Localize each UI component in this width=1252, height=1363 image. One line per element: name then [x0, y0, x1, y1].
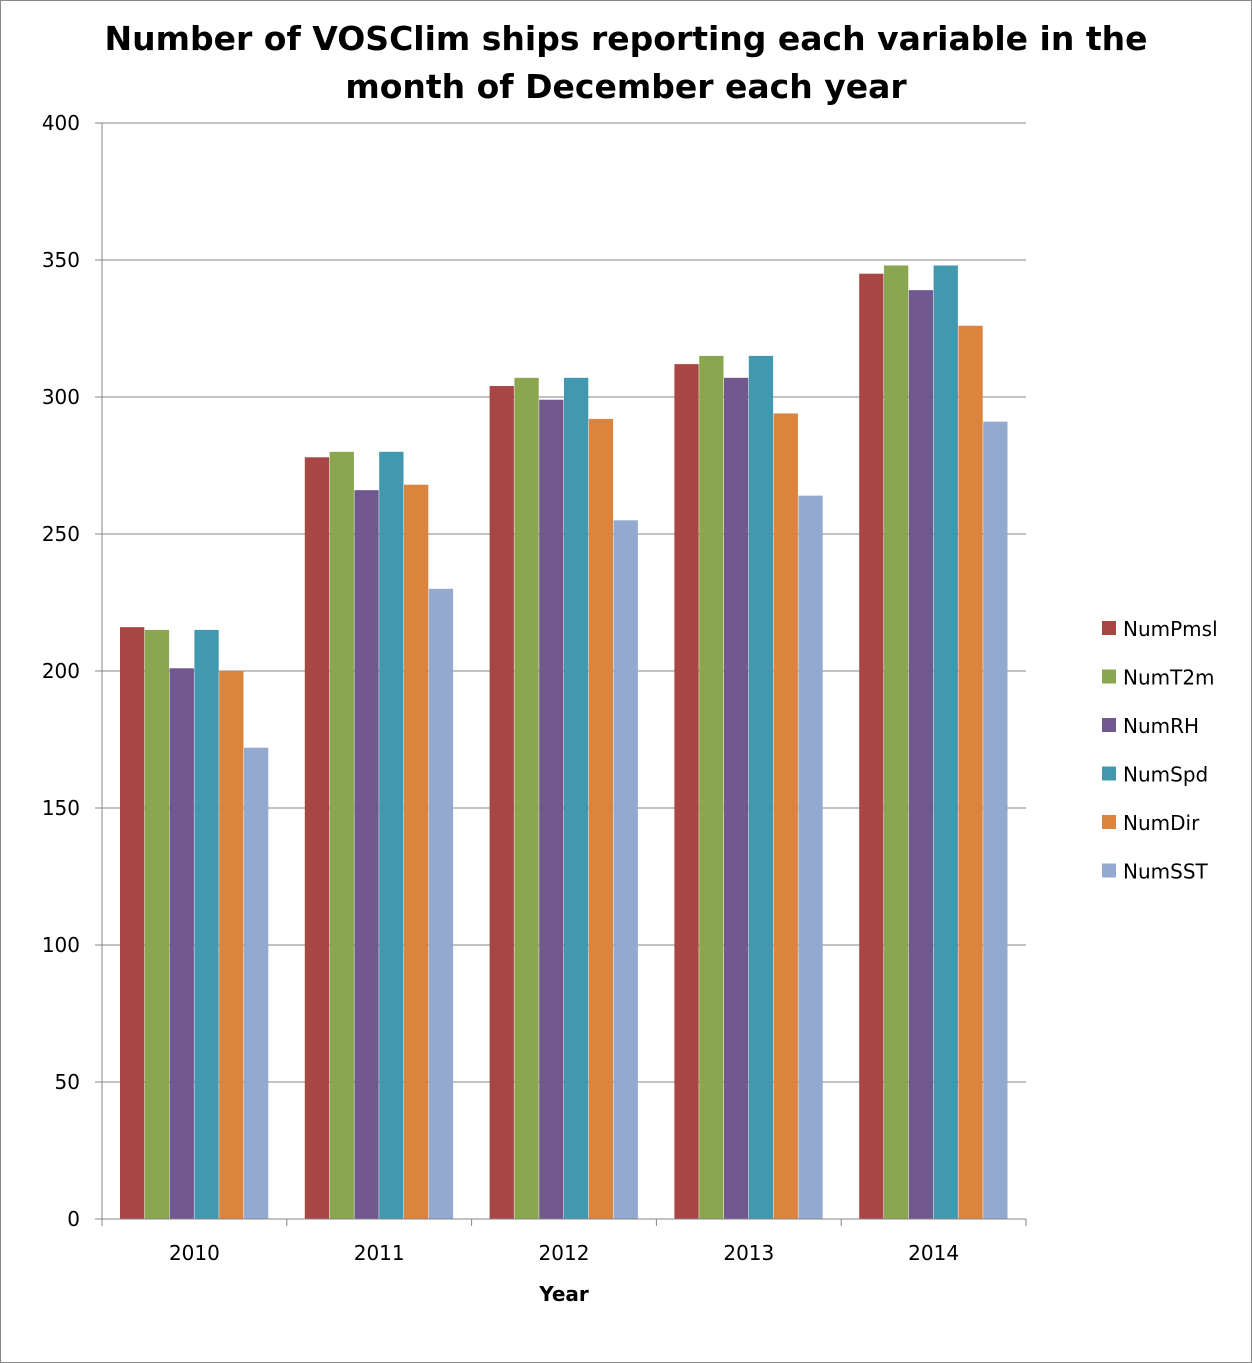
bar-NumT2m-2011: [329, 451, 354, 1219]
x-tick-label-2011: 2011: [354, 1241, 405, 1265]
bar-NumSpd-2012: [564, 377, 589, 1219]
legend-label-NumSST: NumSST: [1123, 860, 1209, 884]
y-tick-label-350: 350: [42, 248, 80, 272]
legend-label-NumPmsl: NumPmsl: [1123, 617, 1218, 641]
bar-NumPmsl-2011: [304, 457, 330, 1219]
bar-NumSpd-2013: [748, 355, 774, 1219]
bar-NumRH-2012: [539, 399, 564, 1219]
bar-NumDir-2012: [588, 418, 614, 1219]
y-tick-label-400: 400: [42, 111, 80, 135]
bar-NumSST-2013: [798, 495, 823, 1219]
bar-NumSST-2012: [613, 520, 638, 1219]
y-tick-label-200: 200: [42, 659, 80, 683]
legend-swatch-NumRH: [1102, 718, 1116, 732]
bar-NumRH-2014: [908, 290, 934, 1219]
bar-NumSpd-2011: [379, 451, 404, 1219]
bar-NumSST-2010: [244, 747, 269, 1219]
legend-swatch-NumDir: [1102, 815, 1116, 829]
tick-labels: 0 50 100 150 200 250 300 350 400 2010 2011 2012 2013…: [42, 111, 959, 1265]
bar-NumT2m-2013: [699, 355, 724, 1219]
bar-NumSST-2014: [983, 421, 1008, 1219]
bar-NumPmsl-2014: [859, 273, 884, 1219]
bar-NumSpd-2010: [194, 629, 219, 1219]
bar-NumT2m-2010: [144, 629, 170, 1219]
bar-NumPmsl-2010: [120, 627, 145, 1219]
legend-label-NumDir: NumDir: [1123, 811, 1200, 835]
bar-NumPmsl-2013: [674, 364, 699, 1219]
bars: [120, 265, 1008, 1220]
bar-NumRH-2010: [169, 668, 194, 1219]
x-tick-label-2014: 2014: [908, 1241, 959, 1265]
bar-NumSpd-2014: [933, 265, 958, 1220]
legend-label-NumT2m: NumT2m: [1123, 666, 1215, 690]
chart-title: Number of VOSClim ships reporting each v…: [104, 19, 1148, 106]
legend-label-NumRH: NumRH: [1123, 714, 1199, 738]
y-tick-label-0: 0: [67, 1207, 80, 1231]
y-tick-label-100: 100: [42, 933, 80, 957]
bar-NumT2m-2012: [514, 377, 539, 1219]
y-tick-label-250: 250: [42, 522, 80, 546]
x-tick-label-2010: 2010: [169, 1241, 220, 1265]
bar-NumT2m-2014: [884, 265, 909, 1220]
bar-NumDir-2014: [958, 325, 983, 1219]
bar-NumPmsl-2012: [489, 386, 514, 1219]
axes: [95, 122, 1027, 1226]
x-axis-title: Year: [538, 1282, 589, 1306]
bar-NumRH-2011: [354, 490, 379, 1219]
x-tick-label-2013: 2013: [723, 1241, 774, 1265]
bar-NumRH-2013: [724, 377, 749, 1219]
y-tick-label-300: 300: [42, 385, 80, 409]
bar-NumDir-2011: [404, 484, 429, 1219]
legend-swatch-NumSST: [1102, 863, 1116, 878]
y-tick-label-150: 150: [42, 796, 80, 820]
legend-label-NumSpd: NumSpd: [1123, 763, 1208, 787]
bar-NumDir-2010: [219, 671, 244, 1219]
legend-swatch-NumSpd: [1102, 766, 1116, 781]
x-tick-label-2012: 2012: [539, 1241, 590, 1265]
legend-swatch-NumPmsl: [1102, 621, 1116, 635]
bar-NumSST-2011: [428, 588, 454, 1219]
y-tick-label-50: 50: [55, 1070, 80, 1094]
legend: NumPmsl NumT2m NumRH NumSpd NumDir NumSST: [1102, 617, 1218, 884]
legend-swatch-NumT2m: [1102, 669, 1116, 684]
bar-NumDir-2013: [773, 413, 798, 1219]
